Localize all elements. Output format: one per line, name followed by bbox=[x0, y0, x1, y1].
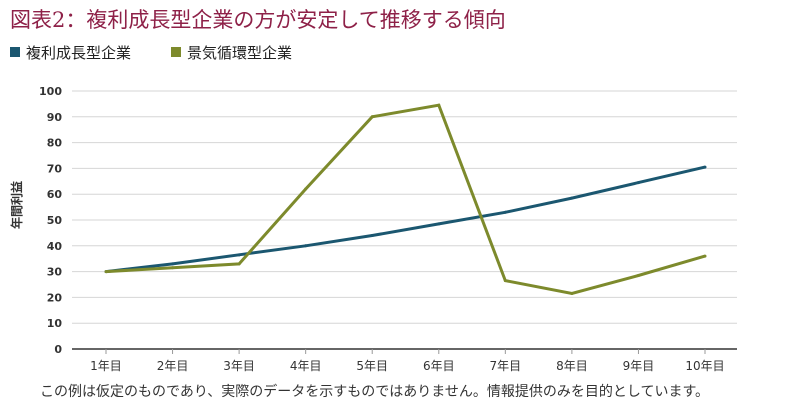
x-tick-label: 6年目 bbox=[423, 359, 455, 373]
legend-swatch-cyclical bbox=[171, 47, 182, 57]
data-point-cyclical bbox=[237, 262, 241, 266]
legend-item-cyclical: 景気循環型企業 bbox=[171, 42, 292, 63]
y-tick-label: 80 bbox=[47, 137, 63, 150]
data-point-cyclical bbox=[104, 270, 108, 274]
y-tick-label: 10 bbox=[47, 317, 63, 330]
data-point-cyclical bbox=[171, 266, 175, 270]
data-point-cyclical bbox=[636, 273, 640, 277]
x-tick-label: 2年目 bbox=[157, 359, 189, 373]
data-point-compound bbox=[304, 244, 308, 248]
series-line-compound bbox=[105, 165, 706, 274]
y-tick-label: 40 bbox=[47, 240, 63, 253]
legend-label-compound: 複利成長型企業 bbox=[26, 43, 132, 62]
chart-title: 図表2：複利成長型企業の方が安定して推移する傾向 bbox=[10, 8, 506, 32]
data-point-cyclical bbox=[503, 279, 507, 283]
data-point-cyclical bbox=[570, 292, 574, 296]
x-tick-label: 3年目 bbox=[223, 359, 255, 373]
data-point-compound bbox=[570, 196, 574, 200]
data-point-cyclical bbox=[304, 187, 308, 191]
legend-swatch-compound bbox=[10, 47, 20, 57]
y-tick-label: 0 bbox=[54, 343, 62, 356]
x-tick-label: 1年目 bbox=[90, 359, 122, 373]
x-tick-label: 10年目 bbox=[685, 359, 724, 373]
x-tick-label: 8年目 bbox=[556, 359, 588, 373]
x-tick-label: 4年目 bbox=[290, 359, 322, 373]
x-tick-label: 5年目 bbox=[356, 359, 388, 373]
data-point-cyclical bbox=[703, 254, 707, 258]
data-point-compound bbox=[437, 222, 441, 226]
y-tick-label: 100 bbox=[39, 85, 62, 98]
data-point-compound bbox=[171, 262, 175, 266]
legend: 複利成長型企業 景気循環型企業 bbox=[10, 42, 292, 62]
y-tick-label: 60 bbox=[47, 188, 63, 201]
legend-item-compound: 複利成長型企業 bbox=[10, 42, 131, 63]
legend-label-cyclical: 景気循環型企業 bbox=[187, 43, 293, 62]
data-point-compound bbox=[237, 253, 241, 257]
data-point-compound bbox=[703, 165, 707, 169]
data-point-cyclical bbox=[370, 115, 374, 119]
y-tick-label: 90 bbox=[47, 111, 63, 124]
x-tick-label: 9年目 bbox=[623, 359, 655, 373]
data-point-compound bbox=[370, 233, 374, 237]
y-tick-label: 70 bbox=[47, 162, 63, 175]
y-axis-label: 年間利益 bbox=[9, 181, 24, 229]
data-point-compound bbox=[636, 181, 640, 185]
series-line-cyclical bbox=[105, 103, 706, 296]
y-tick-label: 20 bbox=[47, 291, 63, 304]
x-tick-label: 7年目 bbox=[490, 359, 522, 373]
data-point-compound bbox=[503, 210, 507, 214]
y-tick-label: 30 bbox=[47, 266, 63, 279]
y-tick-label: 50 bbox=[47, 214, 63, 227]
footnote: この例は仮定のものであり、実際のデータを示すものではありません。情報提供のみを目… bbox=[40, 384, 710, 400]
data-point-cyclical bbox=[437, 103, 441, 107]
